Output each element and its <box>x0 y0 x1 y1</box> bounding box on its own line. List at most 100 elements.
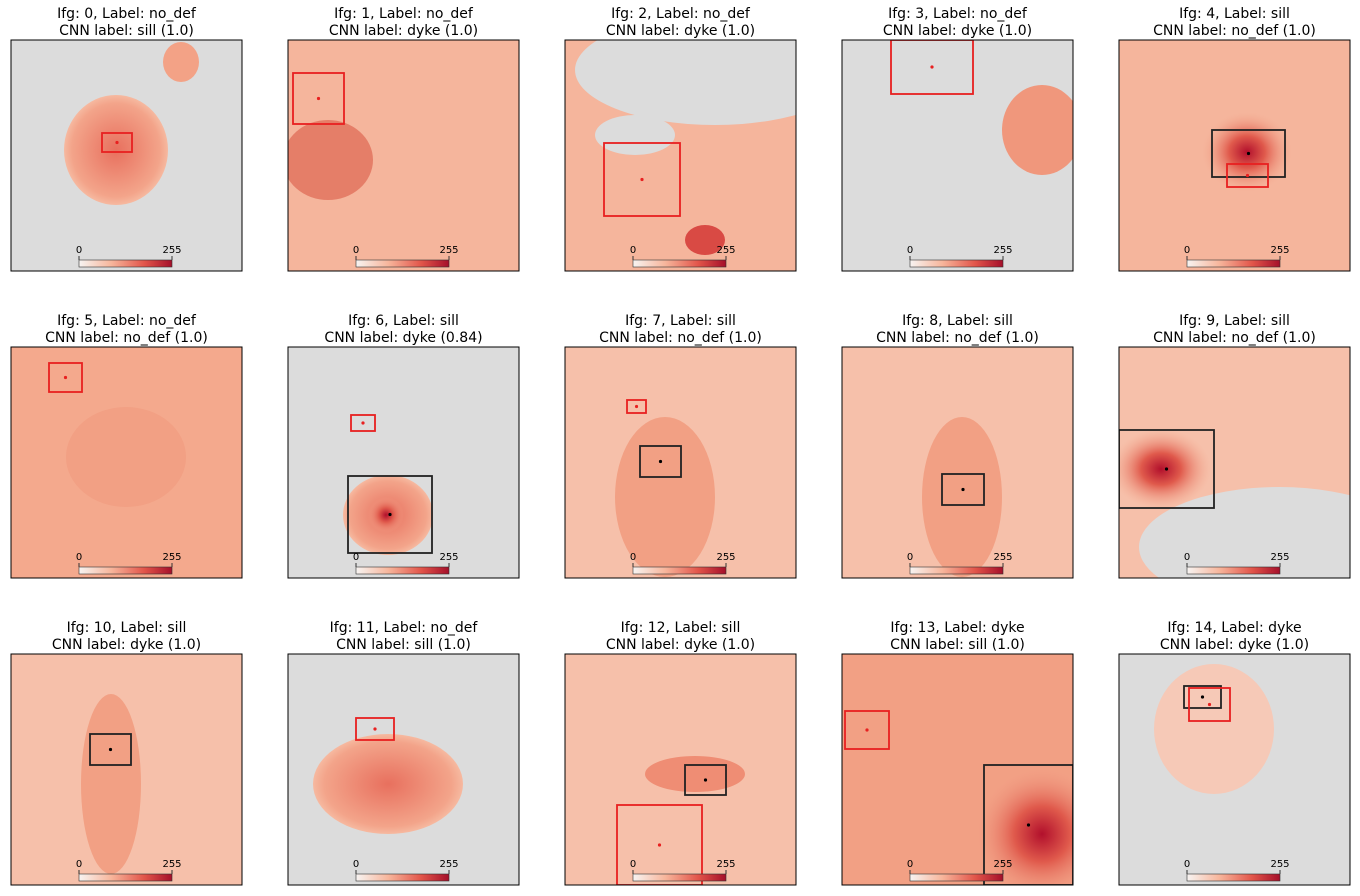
colorbar-tick-label: 255 <box>1270 552 1289 563</box>
bounding-box <box>844 710 890 750</box>
frame <box>841 653 1074 886</box>
interferogram <box>565 654 796 885</box>
panel-subtitle: CNN label: no_def (1.0) <box>599 330 762 346</box>
panel-title: Ifg: 7, Label: sill <box>625 313 736 329</box>
panel-subtitle: CNN label: dyke (1.0) <box>1160 637 1309 653</box>
bounding-box <box>1119 429 1215 509</box>
deformation <box>685 225 725 255</box>
source-point <box>1026 823 1031 827</box>
bounding-box <box>1183 685 1222 709</box>
interferogram <box>842 654 1073 885</box>
source-point <box>1246 151 1251 156</box>
colorbar-tick-label: 0 <box>630 245 636 256</box>
frame <box>287 653 520 886</box>
colorbar <box>355 566 450 575</box>
interferogram <box>1119 347 1350 578</box>
colorbar-tick-label: 0 <box>353 552 359 563</box>
colorbar-tick-label: 0 <box>1184 859 1190 870</box>
panel-subtitle: CNN label: dyke (1.0) <box>606 23 755 39</box>
panel-title: Ifg: 2, Label: no_def <box>611 6 751 22</box>
interferogram <box>565 347 796 578</box>
interferogram <box>842 40 1073 271</box>
colorbar-tick-label: 255 <box>162 859 181 870</box>
interferogram <box>288 654 519 885</box>
colorbar <box>355 259 450 268</box>
panel-subtitle: CNN label: dyke (1.0) <box>606 637 755 653</box>
colorbar-tick-label: 0 <box>353 245 359 256</box>
source-point <box>1200 695 1205 699</box>
panel-subtitle: CNN label: no_def (1.0) <box>45 330 208 346</box>
deformation <box>922 417 1002 577</box>
colorbar <box>78 873 173 882</box>
deformation <box>66 407 186 507</box>
colorbar <box>1186 566 1281 575</box>
panel-subtitle: CNN label: no_def (1.0) <box>1153 23 1316 39</box>
colorbar-tick-label: 0 <box>76 245 82 256</box>
interferogram <box>288 40 519 271</box>
deformation <box>645 756 745 792</box>
deformation <box>575 40 796 125</box>
colorbar-tick-label: 255 <box>716 552 735 563</box>
panel-title: Ifg: 9, Label: sill <box>1179 313 1290 329</box>
interferogram <box>11 40 242 271</box>
deformation <box>972 764 1073 885</box>
colorbar-tick-label: 0 <box>630 859 636 870</box>
bounding-box <box>941 473 985 506</box>
bounding-box <box>983 764 1073 885</box>
frame <box>10 39 243 272</box>
frame <box>10 653 243 886</box>
panel-title: Ifg: 8, Label: sill <box>902 313 1013 329</box>
interferogram <box>11 347 242 578</box>
interferogram <box>288 347 519 578</box>
source-point <box>373 727 377 731</box>
source-point <box>63 375 68 380</box>
bounding-box <box>48 362 83 393</box>
source-point <box>108 747 113 752</box>
source-point <box>865 728 869 732</box>
colorbar-tick-label: 0 <box>76 552 82 563</box>
bounding-box <box>639 445 682 478</box>
deformation <box>313 734 463 834</box>
colorbar <box>78 259 173 268</box>
colorbar-tick-label: 255 <box>993 245 1012 256</box>
colorbar-tick-label: 255 <box>439 245 458 256</box>
deformation <box>1002 85 1073 175</box>
deformation <box>368 497 404 533</box>
frame <box>841 39 1074 272</box>
deformation <box>163 42 199 82</box>
panel-subtitle: CNN label: no_def (1.0) <box>876 330 1039 346</box>
panel-subtitle: CNN label: sill (1.0) <box>336 637 471 653</box>
deformation <box>81 694 141 874</box>
colorbar-tick-label: 0 <box>76 859 82 870</box>
source-point <box>361 421 365 425</box>
source-point <box>703 778 708 782</box>
panel-title: Ifg: 6, Label: sill <box>348 313 459 329</box>
colorbar-tick-label: 255 <box>439 552 458 563</box>
colorbar <box>632 873 727 882</box>
colorbar-tick-label: 0 <box>353 859 359 870</box>
bounding-box <box>1226 163 1269 188</box>
frame <box>1118 346 1351 579</box>
panel-title: Ifg: 14, Label: dyke <box>1167 620 1301 636</box>
colorbar-tick-label: 255 <box>439 859 458 870</box>
interferogram <box>1119 40 1350 271</box>
source-point <box>658 459 663 464</box>
panel-subtitle: CNN label: dyke (1.0) <box>883 23 1032 39</box>
colorbar-tick-label: 0 <box>907 552 913 563</box>
colorbar-tick-label: 0 <box>907 245 913 256</box>
panel-subtitle: CNN label: no_def (1.0) <box>1153 330 1316 346</box>
interferogram <box>11 654 242 885</box>
source-point <box>115 140 119 145</box>
bounding-box <box>603 142 681 217</box>
source-point <box>1164 467 1169 471</box>
source-point <box>657 843 662 847</box>
frame <box>1118 39 1351 272</box>
